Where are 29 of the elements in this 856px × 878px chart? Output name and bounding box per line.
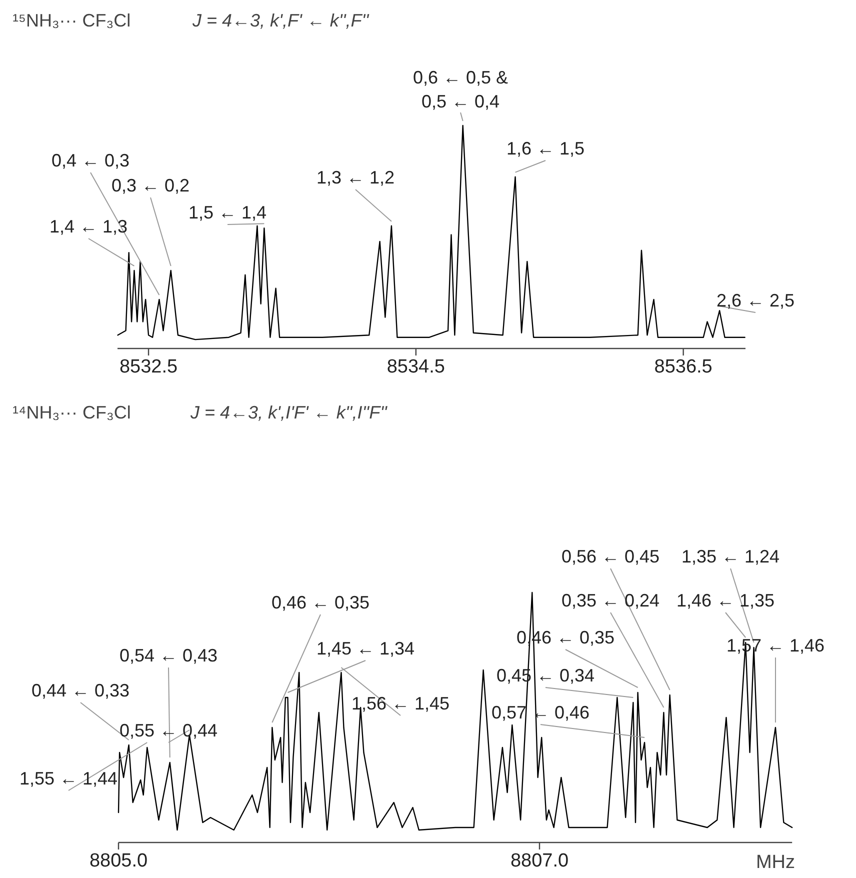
annotation: 1,5 ← 1,4 <box>188 202 267 222</box>
x-tick-label: 8805.0 <box>89 850 148 872</box>
x-axis-title: MHz <box>756 852 796 873</box>
chart-subtitle: J = 4←3, k',F' ← k'',F'' <box>192 10 370 30</box>
annotation: 0,35 ← 0,24 <box>561 590 660 610</box>
x-tick-label: 8532.5 <box>119 356 178 378</box>
annotation: 1,4 ← 1,3 <box>49 216 128 236</box>
annotation: 1,55 ← 1,44 <box>19 768 118 788</box>
annotation: 0,55 ← 0,44 <box>119 720 218 740</box>
annotation: 0,6 ← 0,5 & 0,5 ← 0,4 <box>412 68 508 112</box>
annotation: 1,3 ← 1,2 <box>316 168 395 188</box>
x-tick-label: 8807.0 <box>510 850 569 872</box>
chart-subtitle: J = 4←3, k',I'F' ← k'',I''F'' <box>190 402 388 422</box>
annotation: 0,56 ← 0,45 <box>561 546 660 566</box>
annotation: 1,46 ← 1,35 <box>676 590 775 610</box>
annotation: 0,54 ← 0,43 <box>119 646 218 666</box>
annotation: 1,56 ← 1,45 <box>351 694 450 714</box>
annotation: 0,44 ← 0,33 <box>31 680 130 700</box>
chart-title: ¹⁵NH₃··· CF₃Cl <box>12 10 131 30</box>
annotation: 1,6 ← 1,5 <box>506 138 585 158</box>
annotation: 2,6 ← 2,5 <box>716 290 795 310</box>
annotation: 1,35 ← 1,24 <box>681 546 780 566</box>
annotation: 1,45 ← 1,34 <box>316 638 415 658</box>
x-tick-label: 8536.5 <box>654 356 712 378</box>
chart-title: ¹⁴NH₃··· CF₃Cl <box>12 402 131 422</box>
annotation: 0,46 ← 0,35 <box>271 592 370 612</box>
x-tick-label: 8534.5 <box>386 356 445 378</box>
annotation: 0,4 ← 0,3 <box>51 150 130 170</box>
annotation: 0,3 ← 0,2 <box>111 176 190 196</box>
